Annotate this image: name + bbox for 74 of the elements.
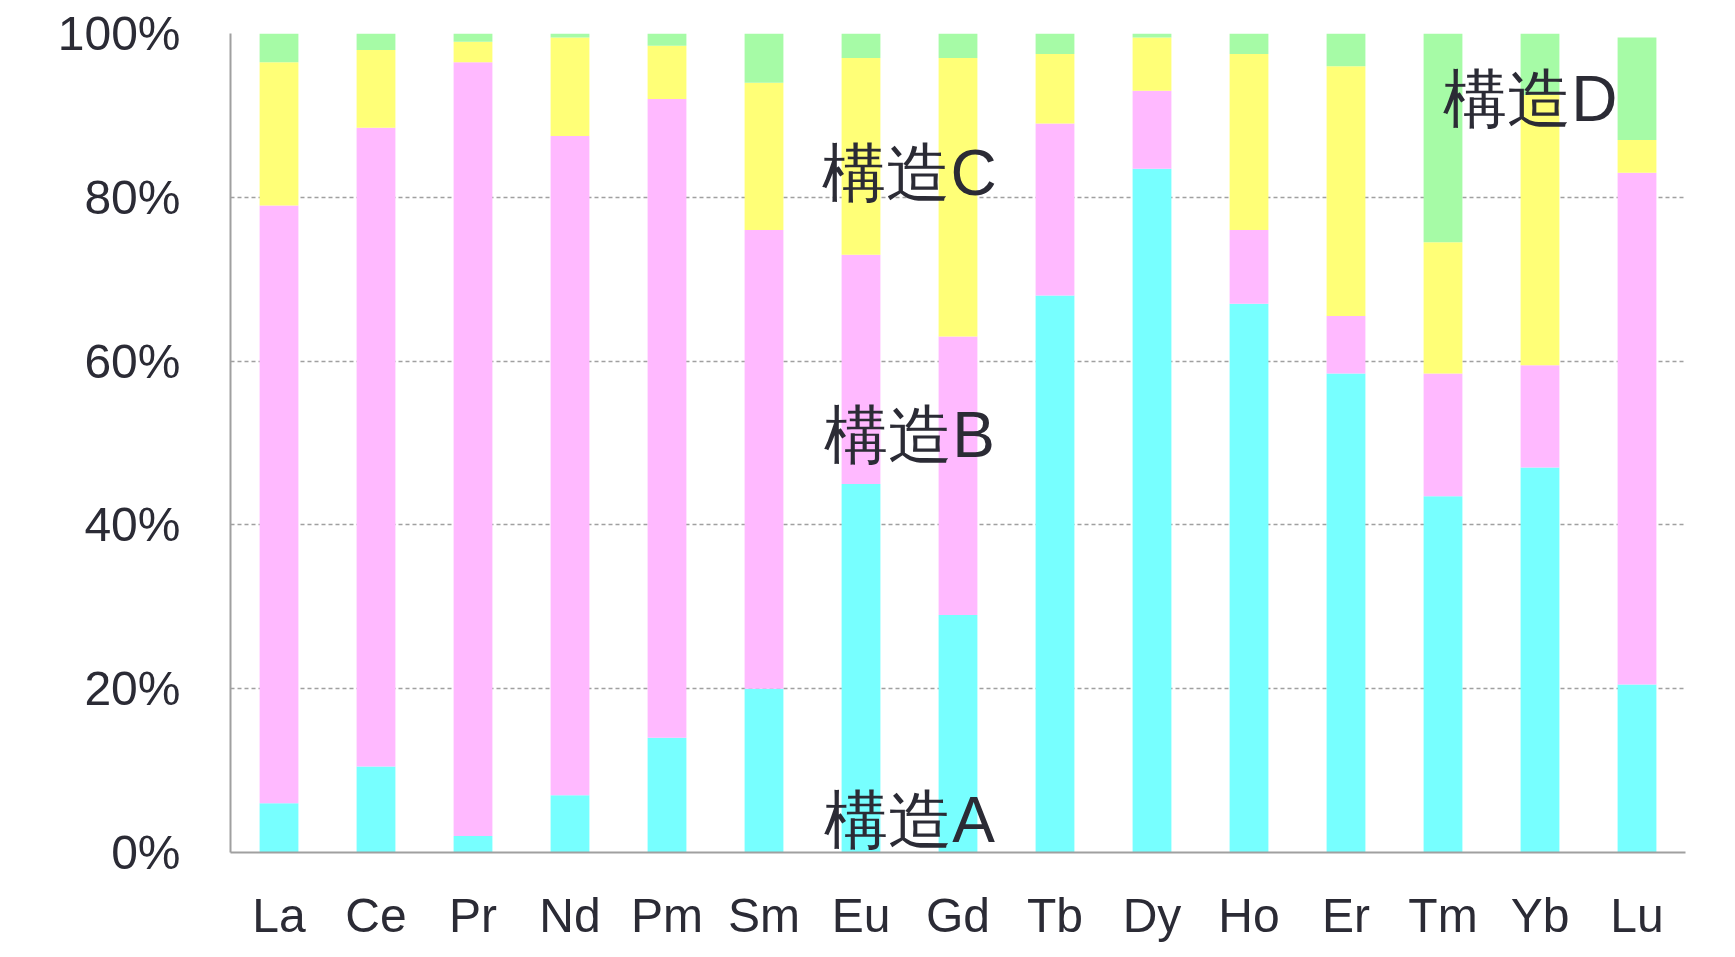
bar bbox=[550, 795, 590, 853]
bar bbox=[841, 33, 881, 59]
bar bbox=[356, 766, 396, 853]
bar bbox=[1035, 33, 1075, 54]
x-tick-label: Lu bbox=[1610, 888, 1664, 942]
bar bbox=[453, 33, 493, 42]
bar bbox=[744, 33, 784, 83]
bar bbox=[1326, 316, 1366, 374]
bar bbox=[647, 45, 687, 100]
x-tick-label: Tm bbox=[1408, 888, 1478, 942]
x-tick-label: La bbox=[252, 888, 306, 942]
bar bbox=[744, 230, 784, 689]
x-tick-label: Pm bbox=[631, 888, 703, 942]
series-label: 構造D bbox=[1443, 63, 1618, 136]
bar bbox=[1229, 53, 1269, 231]
bar bbox=[938, 33, 978, 59]
bar bbox=[1520, 467, 1560, 853]
bar bbox=[1617, 139, 1657, 173]
bar bbox=[1035, 295, 1075, 853]
x-tick-label: Eu bbox=[831, 888, 891, 942]
bar bbox=[550, 33, 590, 38]
y-tick-label: 100% bbox=[57, 7, 181, 60]
x-tick-label: Tb bbox=[1026, 888, 1084, 942]
bar bbox=[744, 82, 784, 231]
x-tick-label: Dy bbox=[1122, 888, 1182, 942]
y-tick-label: 80% bbox=[84, 170, 181, 224]
y-tick-label: 40% bbox=[84, 498, 181, 552]
bar bbox=[259, 33, 299, 63]
x-tick-label: Yb bbox=[1510, 888, 1570, 942]
bar bbox=[1229, 303, 1269, 853]
y-tick-label: 60% bbox=[84, 334, 181, 388]
bar bbox=[1617, 37, 1657, 140]
bar bbox=[647, 737, 687, 853]
bar bbox=[1617, 684, 1657, 853]
bar bbox=[647, 99, 687, 738]
bar bbox=[453, 836, 493, 853]
bar bbox=[1035, 123, 1075, 296]
y-tick-label: 20% bbox=[84, 662, 181, 716]
bar bbox=[1423, 242, 1463, 374]
bar bbox=[259, 803, 299, 853]
bar bbox=[1617, 172, 1657, 685]
bar bbox=[1035, 53, 1075, 124]
bar bbox=[1229, 230, 1269, 304]
bar bbox=[647, 33, 687, 46]
bar bbox=[356, 33, 396, 50]
x-tick-label: Ho bbox=[1218, 888, 1280, 942]
bar bbox=[1132, 37, 1172, 91]
y-tick-label: 0% bbox=[111, 826, 181, 879]
bar bbox=[1326, 66, 1366, 317]
bar bbox=[259, 62, 299, 206]
x-tick-label: Ce bbox=[345, 888, 407, 942]
bar bbox=[1520, 365, 1560, 468]
x-tick-label: Gd bbox=[925, 888, 991, 942]
bar bbox=[1326, 33, 1366, 67]
bar bbox=[453, 41, 493, 63]
bar bbox=[356, 49, 396, 128]
series-label: 構造B bbox=[824, 398, 995, 471]
bar bbox=[1423, 373, 1463, 497]
bar bbox=[1132, 33, 1172, 38]
bar bbox=[1326, 373, 1366, 853]
bar bbox=[550, 135, 590, 796]
bar bbox=[356, 127, 396, 767]
bar bbox=[550, 37, 590, 136]
x-tick-label: Sm bbox=[728, 888, 800, 942]
x-tick-label: Nd bbox=[539, 888, 601, 942]
bar bbox=[1132, 90, 1172, 169]
bar bbox=[1423, 496, 1463, 853]
x-tick-label: Er bbox=[1322, 888, 1371, 942]
bar bbox=[744, 688, 784, 853]
bar bbox=[1229, 33, 1269, 54]
x-tick-label: Pr bbox=[449, 888, 498, 942]
bar bbox=[1132, 168, 1172, 853]
bar bbox=[259, 205, 299, 804]
bar bbox=[453, 62, 493, 837]
